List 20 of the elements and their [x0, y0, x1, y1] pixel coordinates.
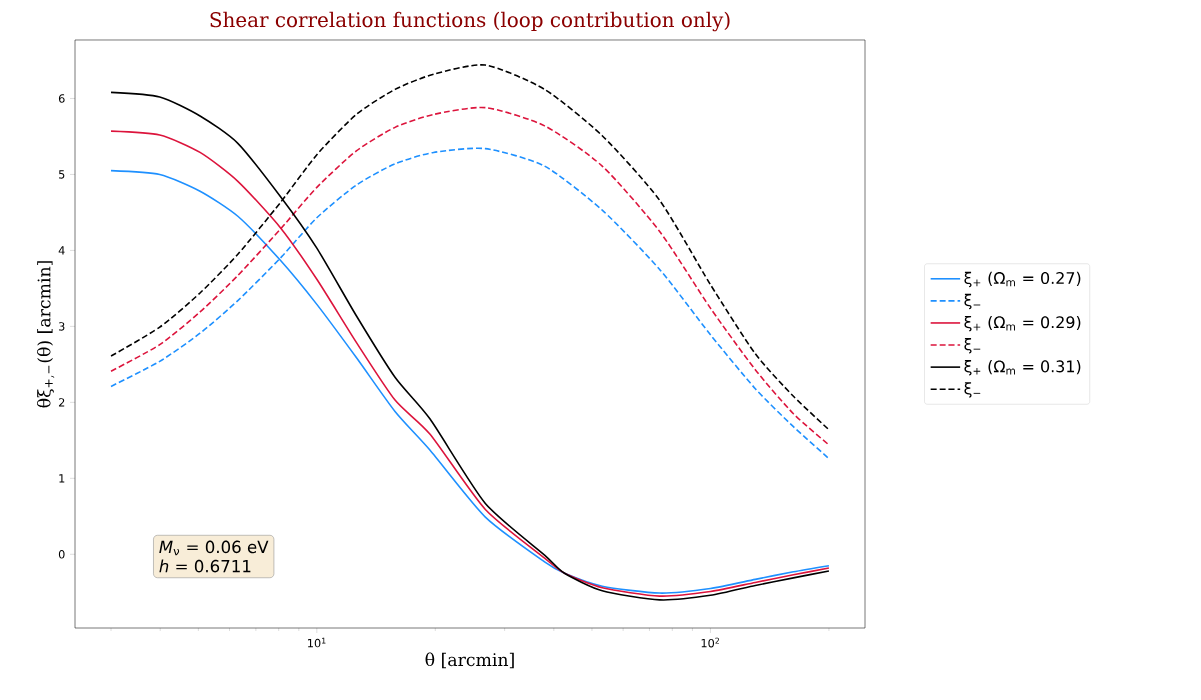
- x-tick-label: 10$^{1}$: [308, 637, 326, 648]
- y-tick-label: 4: [58, 246, 65, 255]
- x-tick-label: 10$^{2}$: [701, 637, 720, 648]
- y-tick-label: 5: [59, 170, 65, 179]
- y-tick-label: 2: [58, 398, 65, 407]
- y-tick-label: 0: [58, 550, 65, 559]
- legend-label: ξ$_{+}$ (Ω$_{m}$ = 0.27): [964, 271, 1081, 288]
- y-tick-label: 3: [58, 322, 65, 331]
- y-axis-title: θξ$_{+,−}$(θ) [arcmin]: [36, 261, 55, 408]
- legend-label: ξ$_{+}$ (Ω$_{m}$ = 0.29): [964, 315, 1081, 332]
- chart-title: Shear correlation functions (loop contribution only): [210, 11, 730, 32]
- x-axis-title: θ [arcmin]: [425, 652, 514, 669]
- legend-label: ξ$_{−}$: [964, 382, 981, 398]
- y-tick-label: 1: [59, 474, 65, 483]
- annotation: h = 0.6711: [159, 559, 251, 573]
- annotation: M$_{ν}$ = 0.06 eV: [159, 540, 269, 556]
- legend-label: ξ$_{−}$: [964, 338, 981, 354]
- legend-label: ξ$_{−}$: [964, 293, 981, 310]
- y-tick-label: 6: [58, 94, 65, 103]
- legend-label: ξ$_{+}$ (Ω$_{m}$ = 0.31): [964, 360, 1081, 376]
